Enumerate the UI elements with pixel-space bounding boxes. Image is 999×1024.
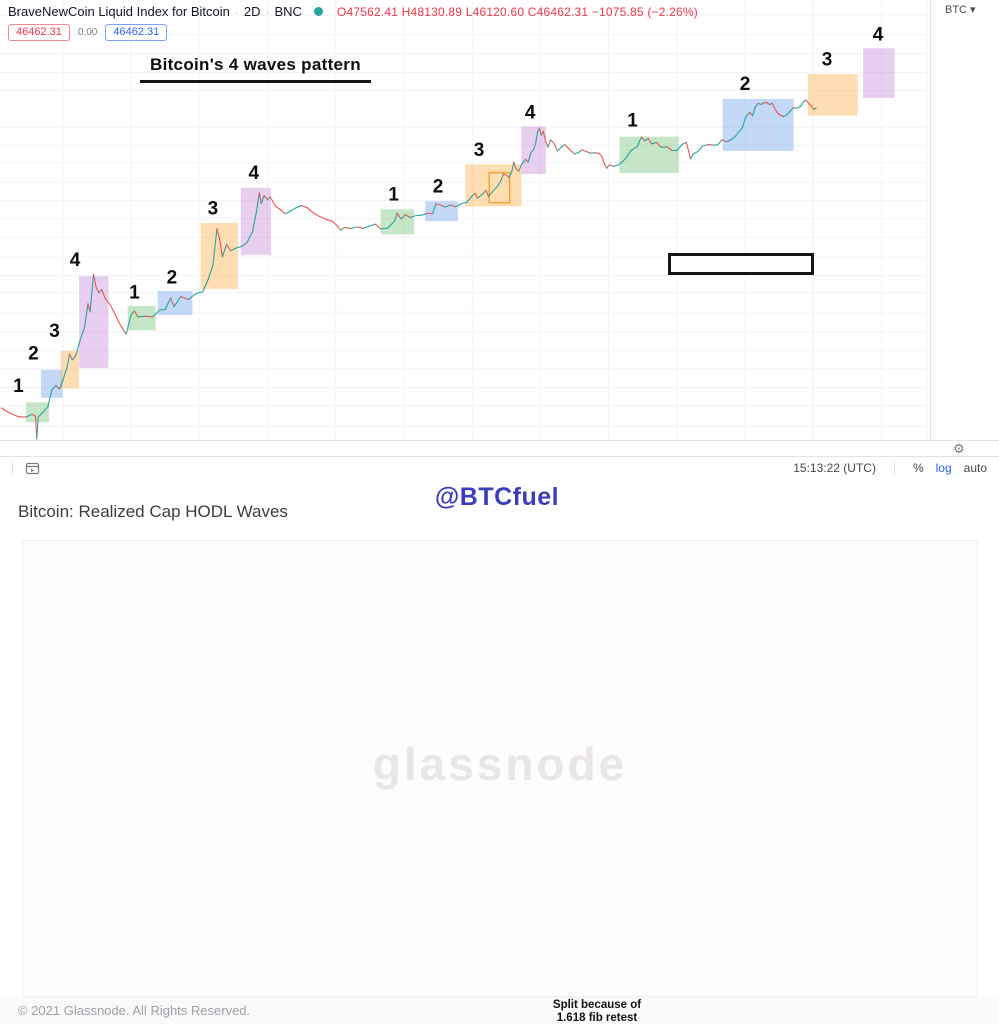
symbol-title[interactable]: BraveNewCoin Liquid Index for Bitcoin — [8, 4, 230, 19]
wave-number-label: 4 — [873, 24, 884, 45]
glassnode-card — [22, 540, 978, 997]
time-axis[interactable]: ⚙ — [0, 440, 999, 456]
wave-number-label: 3 — [208, 199, 219, 220]
ohlc-values: O47562.41 H48130.89 L46120.60 C46462.31 … — [336, 4, 698, 19]
hodl-waves-canvas — [0, 540, 999, 1024]
footer-strip — [0, 997, 999, 1024]
wave-number-label: 2 — [740, 74, 751, 95]
wave-number-label: 1 — [13, 376, 24, 397]
wave-number-label: 2 — [433, 176, 444, 197]
wave-number-label: 3 — [822, 50, 833, 71]
buy-price-button[interactable]: 46462.31 — [105, 24, 168, 41]
auto-scale-button[interactable]: auto — [963, 460, 987, 475]
gear-icon[interactable]: ⚙ — [953, 441, 965, 456]
wave-number-label: 2 — [167, 268, 178, 289]
wave-number-label: 1 — [627, 111, 638, 132]
wave-1-box — [619, 136, 679, 174]
wave-number-label: 1 — [129, 282, 140, 303]
waves-pattern-title: Bitcoin's 4 waves pattern — [140, 55, 371, 83]
price-axis[interactable]: BTC ▾ — [930, 0, 999, 456]
wave-2-box — [722, 99, 794, 151]
separator-dot: · — [234, 4, 239, 19]
wave-4-box — [863, 48, 895, 98]
wave-1-box — [127, 305, 156, 331]
wave-number-label: 1 — [388, 185, 399, 206]
chart-header: BraveNewCoin Liquid Index for Bitcoin · … — [8, 4, 698, 41]
interval-button[interactable]: 2D — [243, 4, 261, 19]
btcfuel-handle: @BTCfuel — [434, 483, 560, 511]
split-annotation: Split because of 1.618 fib retest — [552, 999, 642, 1024]
glassnode-chart-panel: glassnode © 2021 Glassnode. All Rights R… — [0, 540, 999, 1024]
wave-3-box — [60, 350, 80, 389]
wave-1-box — [25, 402, 50, 423]
wave-number-label: 2 — [28, 344, 39, 365]
chart-bottom-toolbar: 15:13:22 (UTC) % log auto — [0, 456, 999, 478]
waves-legend-box — [668, 253, 814, 275]
wave-2-box — [425, 201, 458, 222]
wave-3-box — [807, 74, 858, 116]
wave-number-label: 4 — [525, 102, 536, 123]
wave-number-label: 4 — [70, 250, 81, 271]
wave-2-box — [157, 291, 193, 315]
wave-number-label: 3 — [474, 140, 485, 161]
separator-dot: · — [265, 4, 270, 19]
middle-band: Bitcoin: Realized Cap HODL Waves @BTCfue… — [0, 478, 999, 540]
exchange-label[interactable]: BNC — [274, 4, 302, 19]
wave-3-box — [200, 223, 239, 289]
wave-4-box — [79, 276, 109, 368]
wave-number-label: 3 — [49, 321, 60, 342]
wave-2-box — [40, 369, 63, 398]
log-scale-button[interactable]: log — [935, 460, 952, 475]
copyright-text: © 2021 Glassnode. All Rights Reserved. — [18, 1003, 251, 1018]
toolbar-divider — [12, 461, 13, 474]
wave-3-box — [465, 164, 522, 207]
wave-inner-box — [488, 171, 511, 204]
wave-number-label: 4 — [249, 163, 260, 184]
clock-utc[interactable]: 15:13:22 (UTC) — [793, 460, 876, 475]
spread-value: 0.00 — [77, 27, 98, 38]
sell-price-button[interactable]: 46462.31 — [8, 24, 70, 41]
market-status-dot-icon — [313, 7, 323, 16]
currency-axis-dropdown[interactable]: BTC ▾ — [945, 4, 976, 16]
go-to-date-icon[interactable] — [19, 461, 46, 475]
toolbar-divider — [893, 461, 895, 474]
percent-scale-button[interactable]: % — [912, 460, 924, 475]
hodl-chart-title: Bitcoin: Realized Cap HODL Waves — [18, 502, 288, 521]
